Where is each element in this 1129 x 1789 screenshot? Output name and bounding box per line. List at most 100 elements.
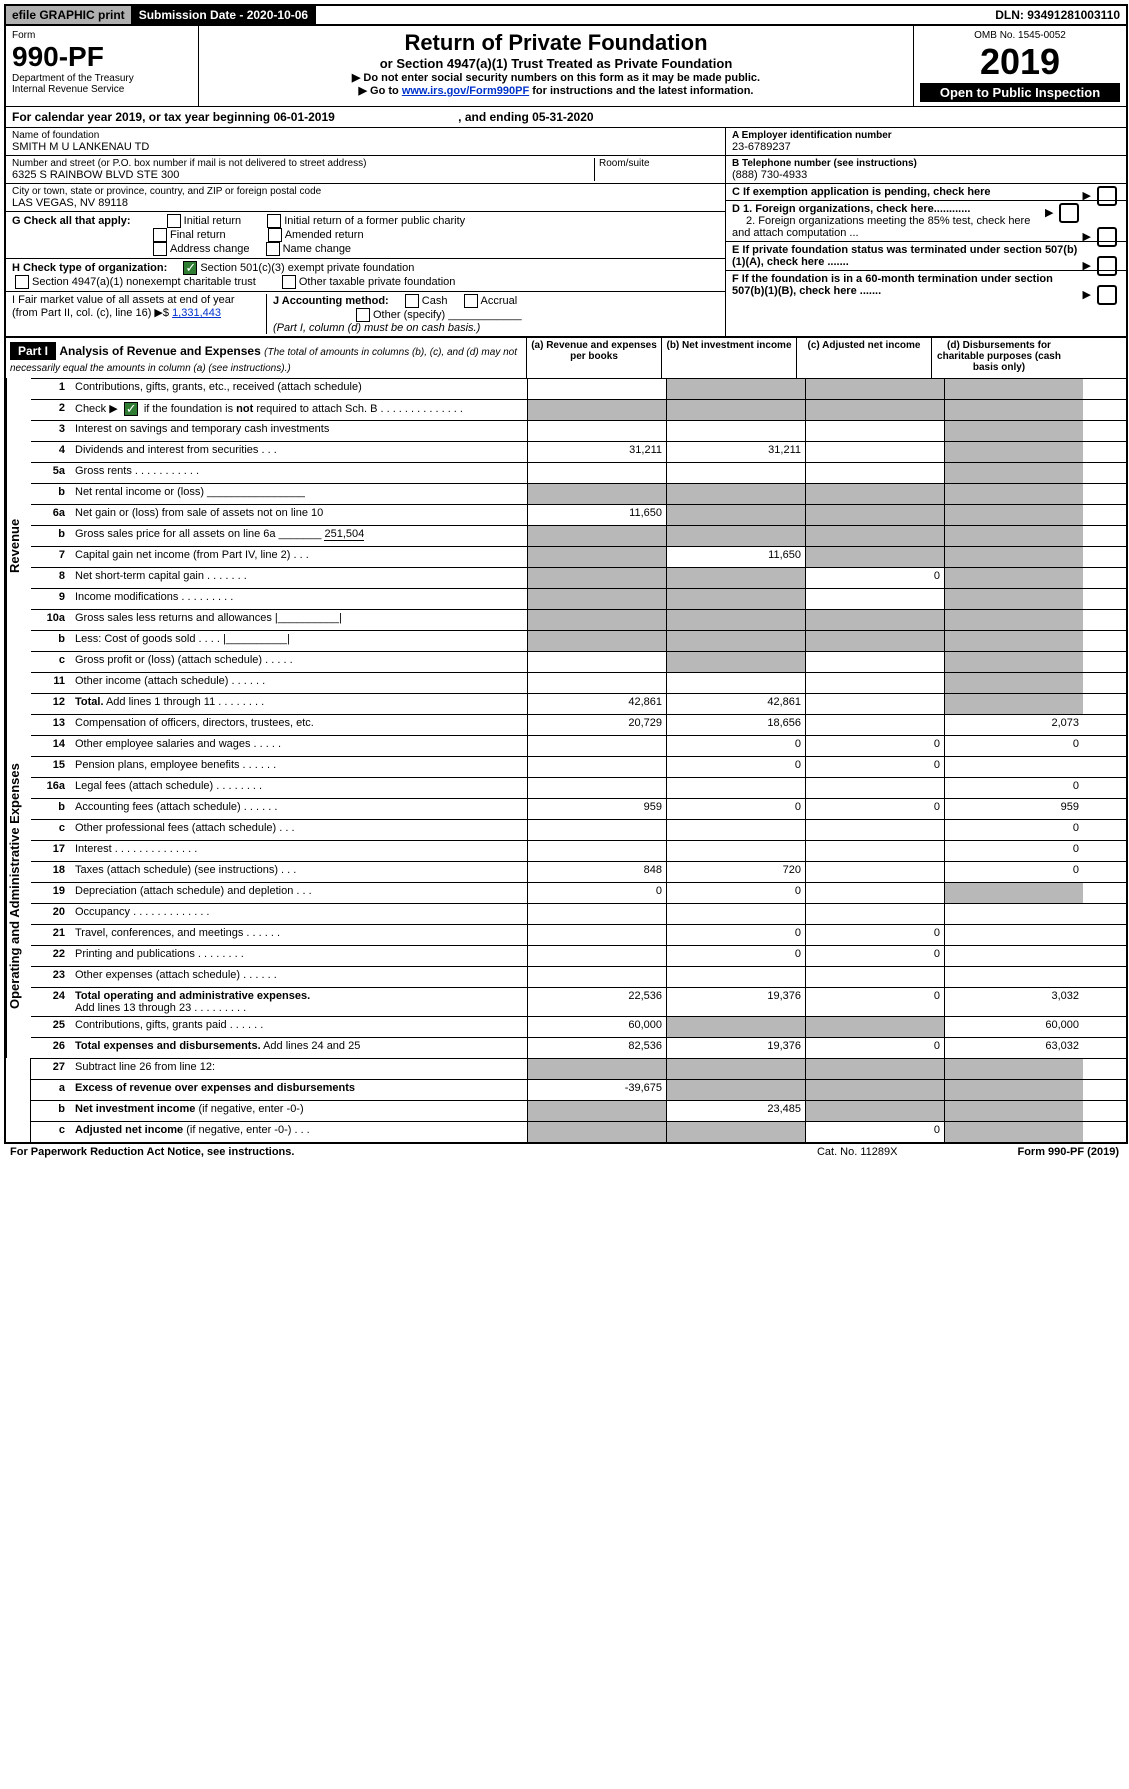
- chk-addr-change[interactable]: [153, 242, 167, 256]
- amount-cell: [805, 778, 944, 798]
- amount-cell: [944, 610, 1083, 630]
- line-row: 17Interest . . . . . . . . . . . . . .0: [31, 840, 1126, 861]
- chk-4947[interactable]: [15, 275, 29, 289]
- amount-cell: [944, 484, 1083, 504]
- amount-cell: [527, 820, 666, 840]
- chk-e[interactable]: [1097, 256, 1117, 276]
- amount-cell: [805, 484, 944, 504]
- line-row: 15Pension plans, employee benefits . . .…: [31, 756, 1126, 777]
- line-number: 18: [31, 862, 71, 882]
- line-number: 13: [31, 715, 71, 735]
- chk-initial-former[interactable]: [267, 214, 281, 228]
- line-description: Dividends and interest from securities .…: [71, 442, 527, 462]
- amount-cell: 20,729: [527, 715, 666, 735]
- line-description: Excess of revenue over expenses and disb…: [71, 1080, 527, 1100]
- footer-right: Form 990-PF (2019): [1017, 1146, 1119, 1158]
- line-description: Gross profit or (loss) (attach schedule)…: [71, 652, 527, 672]
- amount-cell: [944, 967, 1083, 987]
- form-number: 990-PF: [12, 41, 192, 73]
- amount-cell: [944, 568, 1083, 588]
- amount-cell: [944, 652, 1083, 672]
- line-row: 26Total expenses and disbursements. Add …: [31, 1037, 1126, 1058]
- line-description: Other income (attach schedule) . . . . .…: [71, 673, 527, 693]
- amount-cell: [805, 442, 944, 462]
- amount-cell: [805, 1017, 944, 1037]
- chk-final[interactable]: [153, 228, 167, 242]
- footer-mid: Cat. No. 11289X: [817, 1146, 898, 1158]
- amount-cell: [944, 442, 1083, 462]
- amount-cell: [527, 778, 666, 798]
- amount-cell: 2,073: [944, 715, 1083, 735]
- amount-cell: [944, 526, 1083, 546]
- form-link[interactable]: www.irs.gov/Form990PF: [402, 85, 529, 97]
- amount-cell: [666, 1122, 805, 1142]
- amount-cell: [805, 715, 944, 735]
- line-description: Gross sales price for all assets on line…: [71, 526, 527, 546]
- line-row: 7Capital gain net income (from Part IV, …: [31, 546, 1126, 567]
- amount-cell: 0: [944, 862, 1083, 882]
- line-number: 15: [31, 757, 71, 777]
- amount-cell: [944, 400, 1083, 420]
- line-number: 17: [31, 841, 71, 861]
- chk-501c3[interactable]: [183, 261, 197, 275]
- amount-cell: [944, 421, 1083, 441]
- amount-cell: [527, 400, 666, 420]
- amount-cell: [527, 547, 666, 567]
- chk-d1[interactable]: [1059, 203, 1079, 223]
- line-description: Depreciation (attach schedule) and deple…: [71, 883, 527, 903]
- chk-cash[interactable]: [405, 294, 419, 308]
- line-number: a: [31, 1080, 71, 1100]
- line-row: 12Total. Add lines 1 through 11 . . . . …: [31, 693, 1126, 714]
- amount-cell: 19,376: [666, 988, 805, 1016]
- chk-amended[interactable]: [268, 228, 282, 242]
- amount-cell: [944, 1059, 1083, 1079]
- amount-cell: [666, 421, 805, 441]
- amount-cell: [666, 400, 805, 420]
- amount-cell: [666, 631, 805, 651]
- line-number: c: [31, 652, 71, 672]
- amount-cell: [944, 547, 1083, 567]
- amount-cell: 0: [527, 883, 666, 903]
- amount-cell: [944, 946, 1083, 966]
- amount-cell: [527, 652, 666, 672]
- amount-cell: [527, 967, 666, 987]
- line-description: Legal fees (attach schedule) . . . . . .…: [71, 778, 527, 798]
- chk-other-taxable[interactable]: [282, 275, 296, 289]
- amount-cell: [944, 505, 1083, 525]
- section-d: D 1. Foreign organizations, check here..…: [726, 201, 1126, 242]
- line-row: 13Compensation of officers, directors, t…: [31, 714, 1126, 735]
- line-number: 11: [31, 673, 71, 693]
- amount-cell: 0: [666, 946, 805, 966]
- amount-cell: 18,656: [666, 715, 805, 735]
- chk-f[interactable]: [1097, 285, 1117, 305]
- line-description: Adjusted net income (if negative, enter …: [71, 1122, 527, 1142]
- chk-d2[interactable]: [1097, 227, 1117, 247]
- amount-cell: [527, 631, 666, 651]
- line-description: Compensation of officers, directors, tru…: [71, 715, 527, 735]
- amount-cell: 42,861: [527, 694, 666, 714]
- fmv-value[interactable]: 1,331,443: [172, 307, 221, 319]
- line-row: bAccounting fees (attach schedule) . . .…: [31, 798, 1126, 819]
- chk-other-acct[interactable]: [356, 308, 370, 322]
- line-row: 27Subtract line 26 from line 12:: [31, 1058, 1126, 1079]
- chk-name-change[interactable]: [266, 242, 280, 256]
- line-number: 22: [31, 946, 71, 966]
- revenue-side-label: Revenue: [6, 378, 31, 714]
- amount-cell: 0: [666, 736, 805, 756]
- amount-cell: 0: [805, 988, 944, 1016]
- line-number: 19: [31, 883, 71, 903]
- line-number: b: [31, 526, 71, 546]
- form-subtitle: or Section 4947(a)(1) Trust Treated as P…: [205, 56, 907, 71]
- amount-cell: 0: [805, 1122, 944, 1142]
- amount-cell: 0: [805, 1038, 944, 1058]
- chk-accrual[interactable]: [464, 294, 478, 308]
- amount-cell: 63,032: [944, 1038, 1083, 1058]
- chk-c[interactable]: [1097, 186, 1117, 206]
- line-number: b: [31, 484, 71, 504]
- dept-treasury: Department of the Treasury: [12, 73, 192, 84]
- amount-cell: 0: [805, 925, 944, 945]
- amount-cell: [805, 673, 944, 693]
- chk-initial[interactable]: [167, 214, 181, 228]
- amount-cell: 82,536: [527, 1038, 666, 1058]
- line-row: 23Other expenses (attach schedule) . . .…: [31, 966, 1126, 987]
